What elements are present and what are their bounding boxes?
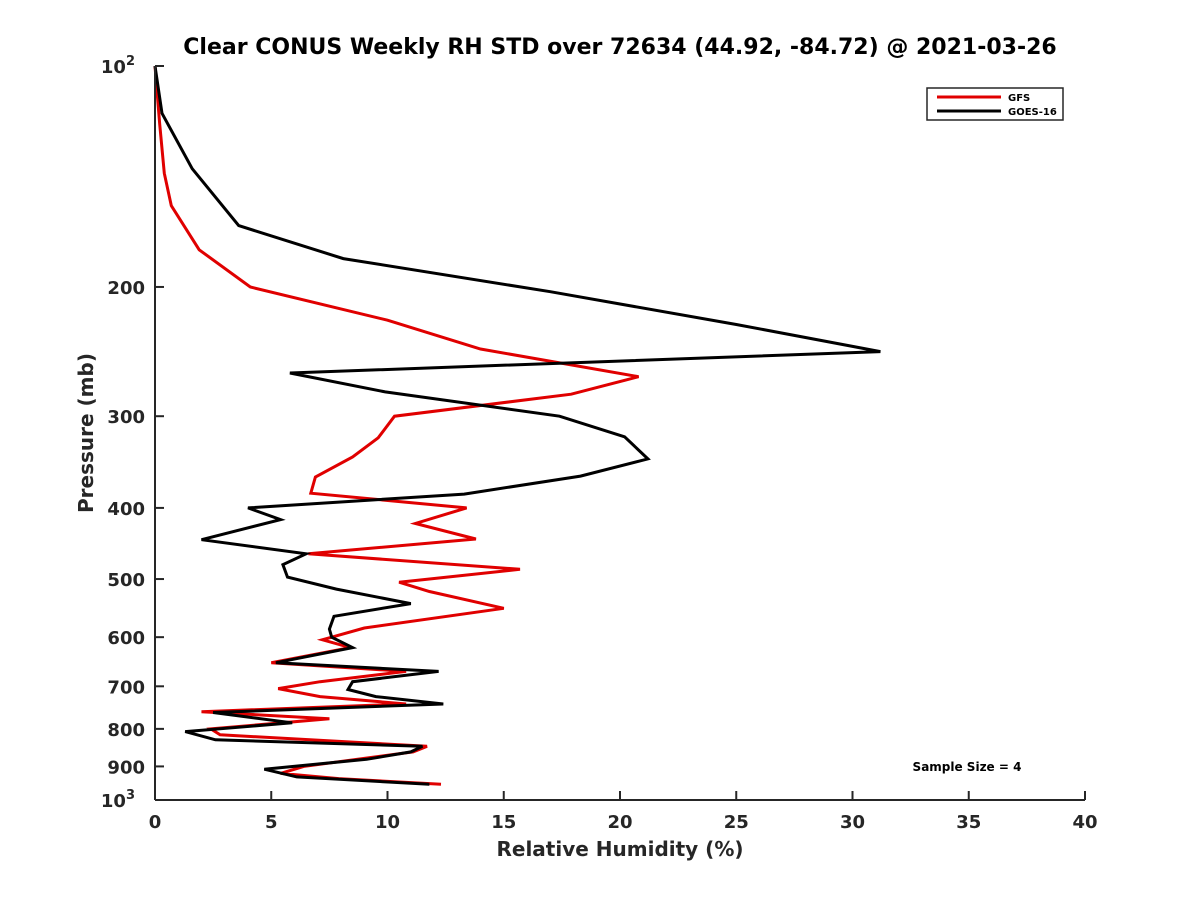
x-tick-label: 35 bbox=[956, 812, 981, 833]
y-tick-label: 900 bbox=[107, 757, 145, 778]
x-axis-label: Relative Humidity (%) bbox=[496, 837, 743, 861]
x-tick-label: 40 bbox=[1072, 812, 1097, 833]
y-tick-label: 300 bbox=[107, 407, 145, 428]
series-line-goes16 bbox=[153, 65, 881, 786]
y-tick-label: 102 bbox=[101, 54, 135, 78]
legend-box bbox=[926, 87, 1064, 121]
y-tick-label: 500 bbox=[107, 570, 145, 591]
series-layer bbox=[153, 65, 881, 786]
x-tick-label: 0 bbox=[149, 812, 162, 833]
sample-size-annotation: Sample Size = 4 bbox=[913, 760, 1022, 774]
x-tick-label: 30 bbox=[840, 812, 865, 833]
x-tick-label: 20 bbox=[607, 812, 632, 833]
y-tick-label: 200 bbox=[107, 278, 145, 299]
legend-label-gfs: GFS bbox=[1008, 93, 1030, 104]
y-tick-label: 103 bbox=[101, 788, 135, 812]
y-ticks: 102 200 300 400 500 600 700 800 900 103 bbox=[101, 54, 164, 812]
y-tick-label: 400 bbox=[107, 499, 145, 520]
x-tick-label: 15 bbox=[491, 812, 516, 833]
x-tick-label: 10 bbox=[375, 812, 400, 833]
x-tick-label: 5 bbox=[265, 812, 278, 833]
legend: GFS GOES-16 bbox=[926, 87, 1064, 121]
x-ticks: 0 5 10 15 20 25 30 35 40 bbox=[149, 791, 1098, 833]
legend-label-goes16: GOES-16 bbox=[1008, 107, 1057, 118]
y-tick-label: 700 bbox=[107, 677, 145, 698]
chart-title: Clear CONUS Weekly RH STD over 72634 (44… bbox=[183, 35, 1056, 60]
x-tick-label: 25 bbox=[724, 812, 749, 833]
y-tick-label: 600 bbox=[107, 628, 145, 649]
y-tick-label: 800 bbox=[107, 720, 145, 741]
y-axis-label: Pressure (mb) bbox=[74, 353, 98, 513]
